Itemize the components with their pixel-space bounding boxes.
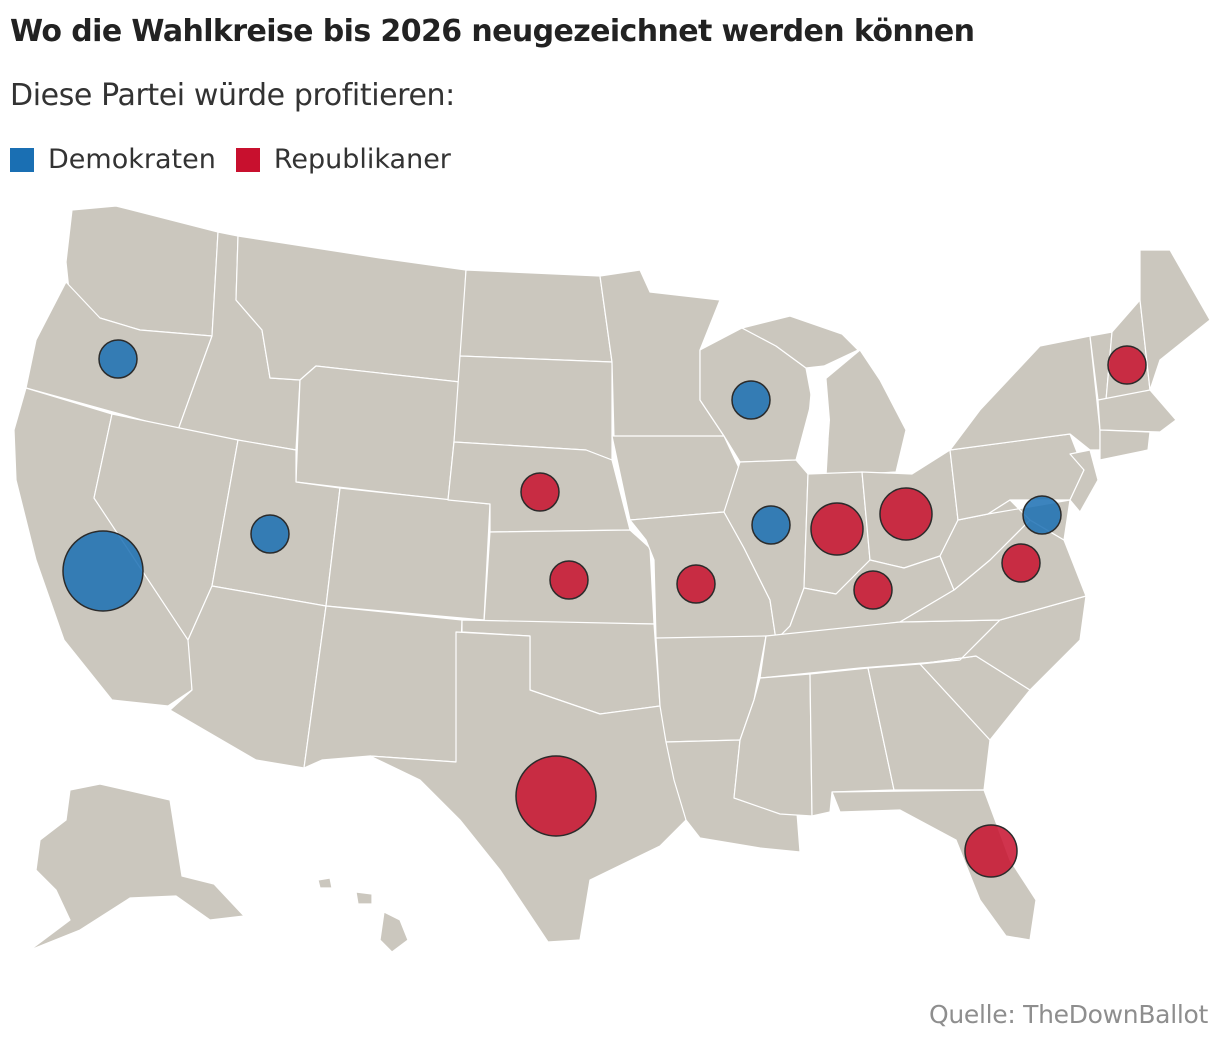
bubble-california (62, 530, 144, 612)
state-michigan-upper (741, 315, 859, 369)
state-new-york (949, 335, 1101, 451)
bubble-texas (515, 755, 597, 837)
state-massachusetts (1097, 389, 1177, 433)
state-maine (1139, 249, 1211, 391)
state-alaska (29, 783, 245, 951)
legend-label-democrats: Demokraten (48, 144, 216, 175)
legend-swatch-democrats (10, 147, 34, 172)
bubble-illinois (751, 505, 791, 545)
bubble-kentucky (853, 570, 893, 610)
map-subtitle: Diese Partei würde profitieren: (10, 78, 455, 113)
state-new-mexico (303, 605, 463, 769)
state-connecticut (1099, 429, 1151, 461)
state-north-dakota (459, 269, 613, 363)
bubble-missouri (676, 564, 716, 604)
lake-michigan (808, 372, 830, 474)
state-georgia (867, 663, 991, 791)
bubble-nebraska (520, 472, 560, 512)
legend-item-democrats: Demokraten (10, 144, 216, 175)
bubble-new-hampshire (1107, 345, 1147, 385)
legend-label-republicans: Republikaner (273, 144, 451, 175)
state-hawaii-big-island (379, 911, 409, 953)
bubble-maryland (1022, 495, 1062, 535)
state-iowa (611, 435, 741, 521)
bubble-kansas (549, 560, 589, 600)
bubbles (62, 339, 1147, 878)
map-title: Wo die Wahlkreise bis 2026 neugezeichnet… (10, 14, 975, 49)
state-hawaii-maui (355, 891, 373, 905)
source-note: Quelle: TheDownBallot (928, 1000, 1208, 1029)
state-montana (235, 235, 467, 383)
state-wyoming (295, 365, 461, 501)
bubble-wisconsin (731, 380, 771, 420)
bubble-oregon (98, 339, 138, 379)
legend-item-republicans: Republikaner (235, 144, 451, 175)
state-hawaii-oahu (317, 877, 333, 889)
bubble-ohio (879, 487, 933, 541)
legend-swatch-republicans (235, 147, 260, 172)
bubble-indiana (810, 502, 864, 556)
state-colorado (325, 487, 491, 621)
state-michigan (823, 349, 907, 477)
legend: Demokraten Republikaner (10, 144, 471, 175)
bubble-florida (964, 824, 1018, 878)
bubble-virginia (1001, 543, 1041, 583)
bubble-utah (250, 514, 290, 554)
